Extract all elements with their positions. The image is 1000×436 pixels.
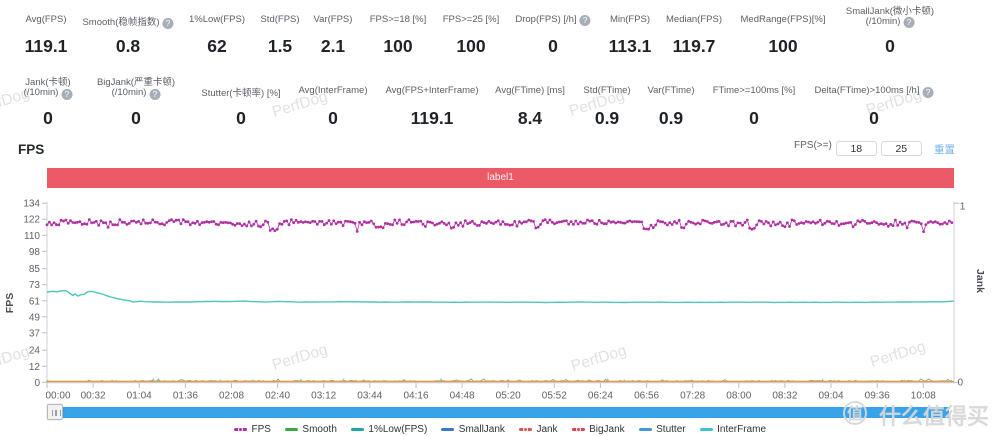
svg-text:09:04: 09:04 (818, 391, 843, 402)
svg-text:FPS: FPS (4, 293, 16, 313)
svg-text:85: 85 (29, 264, 41, 275)
svg-text:134: 134 (23, 199, 40, 210)
svg-text:Jank: Jank (974, 269, 986, 293)
svg-text:04:48: 04:48 (450, 391, 475, 402)
svg-text:04:16: 04:16 (403, 391, 428, 402)
svg-text:0: 0 (958, 378, 964, 389)
svg-text:0: 0 (34, 378, 40, 389)
svg-text:24: 24 (29, 346, 41, 357)
svg-text:01:04: 01:04 (127, 391, 152, 402)
svg-text:02:08: 02:08 (219, 391, 244, 402)
svg-text:01:36: 01:36 (173, 391, 198, 402)
svg-text:00:32: 00:32 (81, 391, 106, 402)
svg-text:07:28: 07:28 (680, 391, 705, 402)
svg-text:05:20: 05:20 (496, 391, 521, 402)
svg-text:08:32: 08:32 (772, 391, 797, 402)
svg-text:37: 37 (29, 328, 41, 339)
svg-text:02:40: 02:40 (265, 391, 290, 402)
svg-text:03:44: 03:44 (357, 391, 382, 402)
svg-text:1: 1 (960, 201, 966, 212)
svg-text:06:24: 06:24 (588, 391, 613, 402)
svg-text:98: 98 (29, 247, 41, 258)
svg-text:08:00: 08:00 (726, 391, 751, 402)
svg-text:61: 61 (29, 296, 41, 307)
svg-text:06:56: 06:56 (634, 391, 659, 402)
svg-text:10:08: 10:08 (911, 391, 936, 402)
svg-text:03:12: 03:12 (311, 391, 336, 402)
svg-text:12: 12 (29, 362, 41, 373)
svg-text:122: 122 (23, 215, 40, 226)
svg-text:73: 73 (29, 280, 41, 291)
svg-text:00:00: 00:00 (46, 391, 71, 402)
svg-text:110: 110 (24, 231, 40, 242)
svg-text:49: 49 (29, 312, 41, 323)
svg-text:05:52: 05:52 (542, 391, 567, 402)
svg-text:09:36: 09:36 (865, 391, 890, 402)
